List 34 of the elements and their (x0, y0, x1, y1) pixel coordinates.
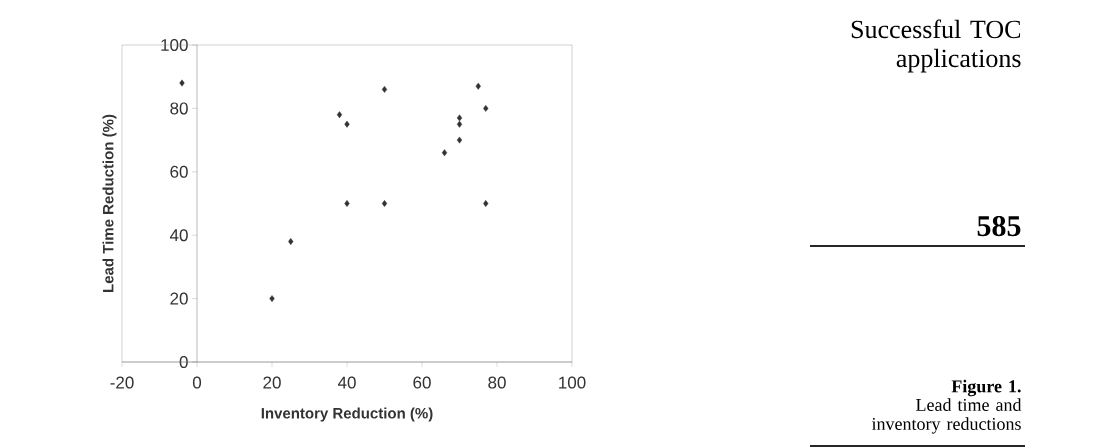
point (456, 114, 463, 122)
point (456, 136, 463, 144)
point (288, 238, 294, 245)
point (336, 111, 343, 119)
x-tick-label: -20 (110, 376, 134, 389)
text: Lead time and inventory reductions (871, 398, 1022, 434)
point (381, 85, 388, 93)
caption: Figure 1. (951, 379, 1021, 397)
point (441, 149, 448, 157)
x-tick-label: 20 (263, 376, 281, 389)
point (483, 105, 489, 112)
point (456, 120, 463, 128)
x-tick-label: 80 (488, 376, 506, 389)
x-tick-label: 100 (559, 376, 586, 389)
x-tick-label: 60 (413, 376, 431, 389)
text: Successful TOC applications (851, 19, 1021, 73)
y-tick-label: 0 (179, 355, 188, 369)
y-tick-label: 60 (170, 165, 188, 178)
point (344, 200, 350, 207)
point (269, 295, 275, 302)
x-tick-label: 0 (192, 376, 202, 389)
point (475, 82, 481, 90)
point (344, 120, 350, 128)
point (381, 200, 388, 207)
y-axis-title: Lead Time Reduction (%) (102, 114, 117, 292)
x-tick-label: 40 (337, 376, 356, 389)
y-tick-label: 100 (161, 38, 188, 52)
text: 585 (977, 215, 1021, 237)
y-tick-label: 40 (169, 229, 188, 242)
y-tick-label: 80 (170, 102, 188, 115)
x-axis-title: Inventory Reduction (%) (261, 407, 433, 422)
y-tick-label: 20 (170, 292, 188, 305)
point (483, 200, 489, 207)
point (179, 79, 185, 87)
